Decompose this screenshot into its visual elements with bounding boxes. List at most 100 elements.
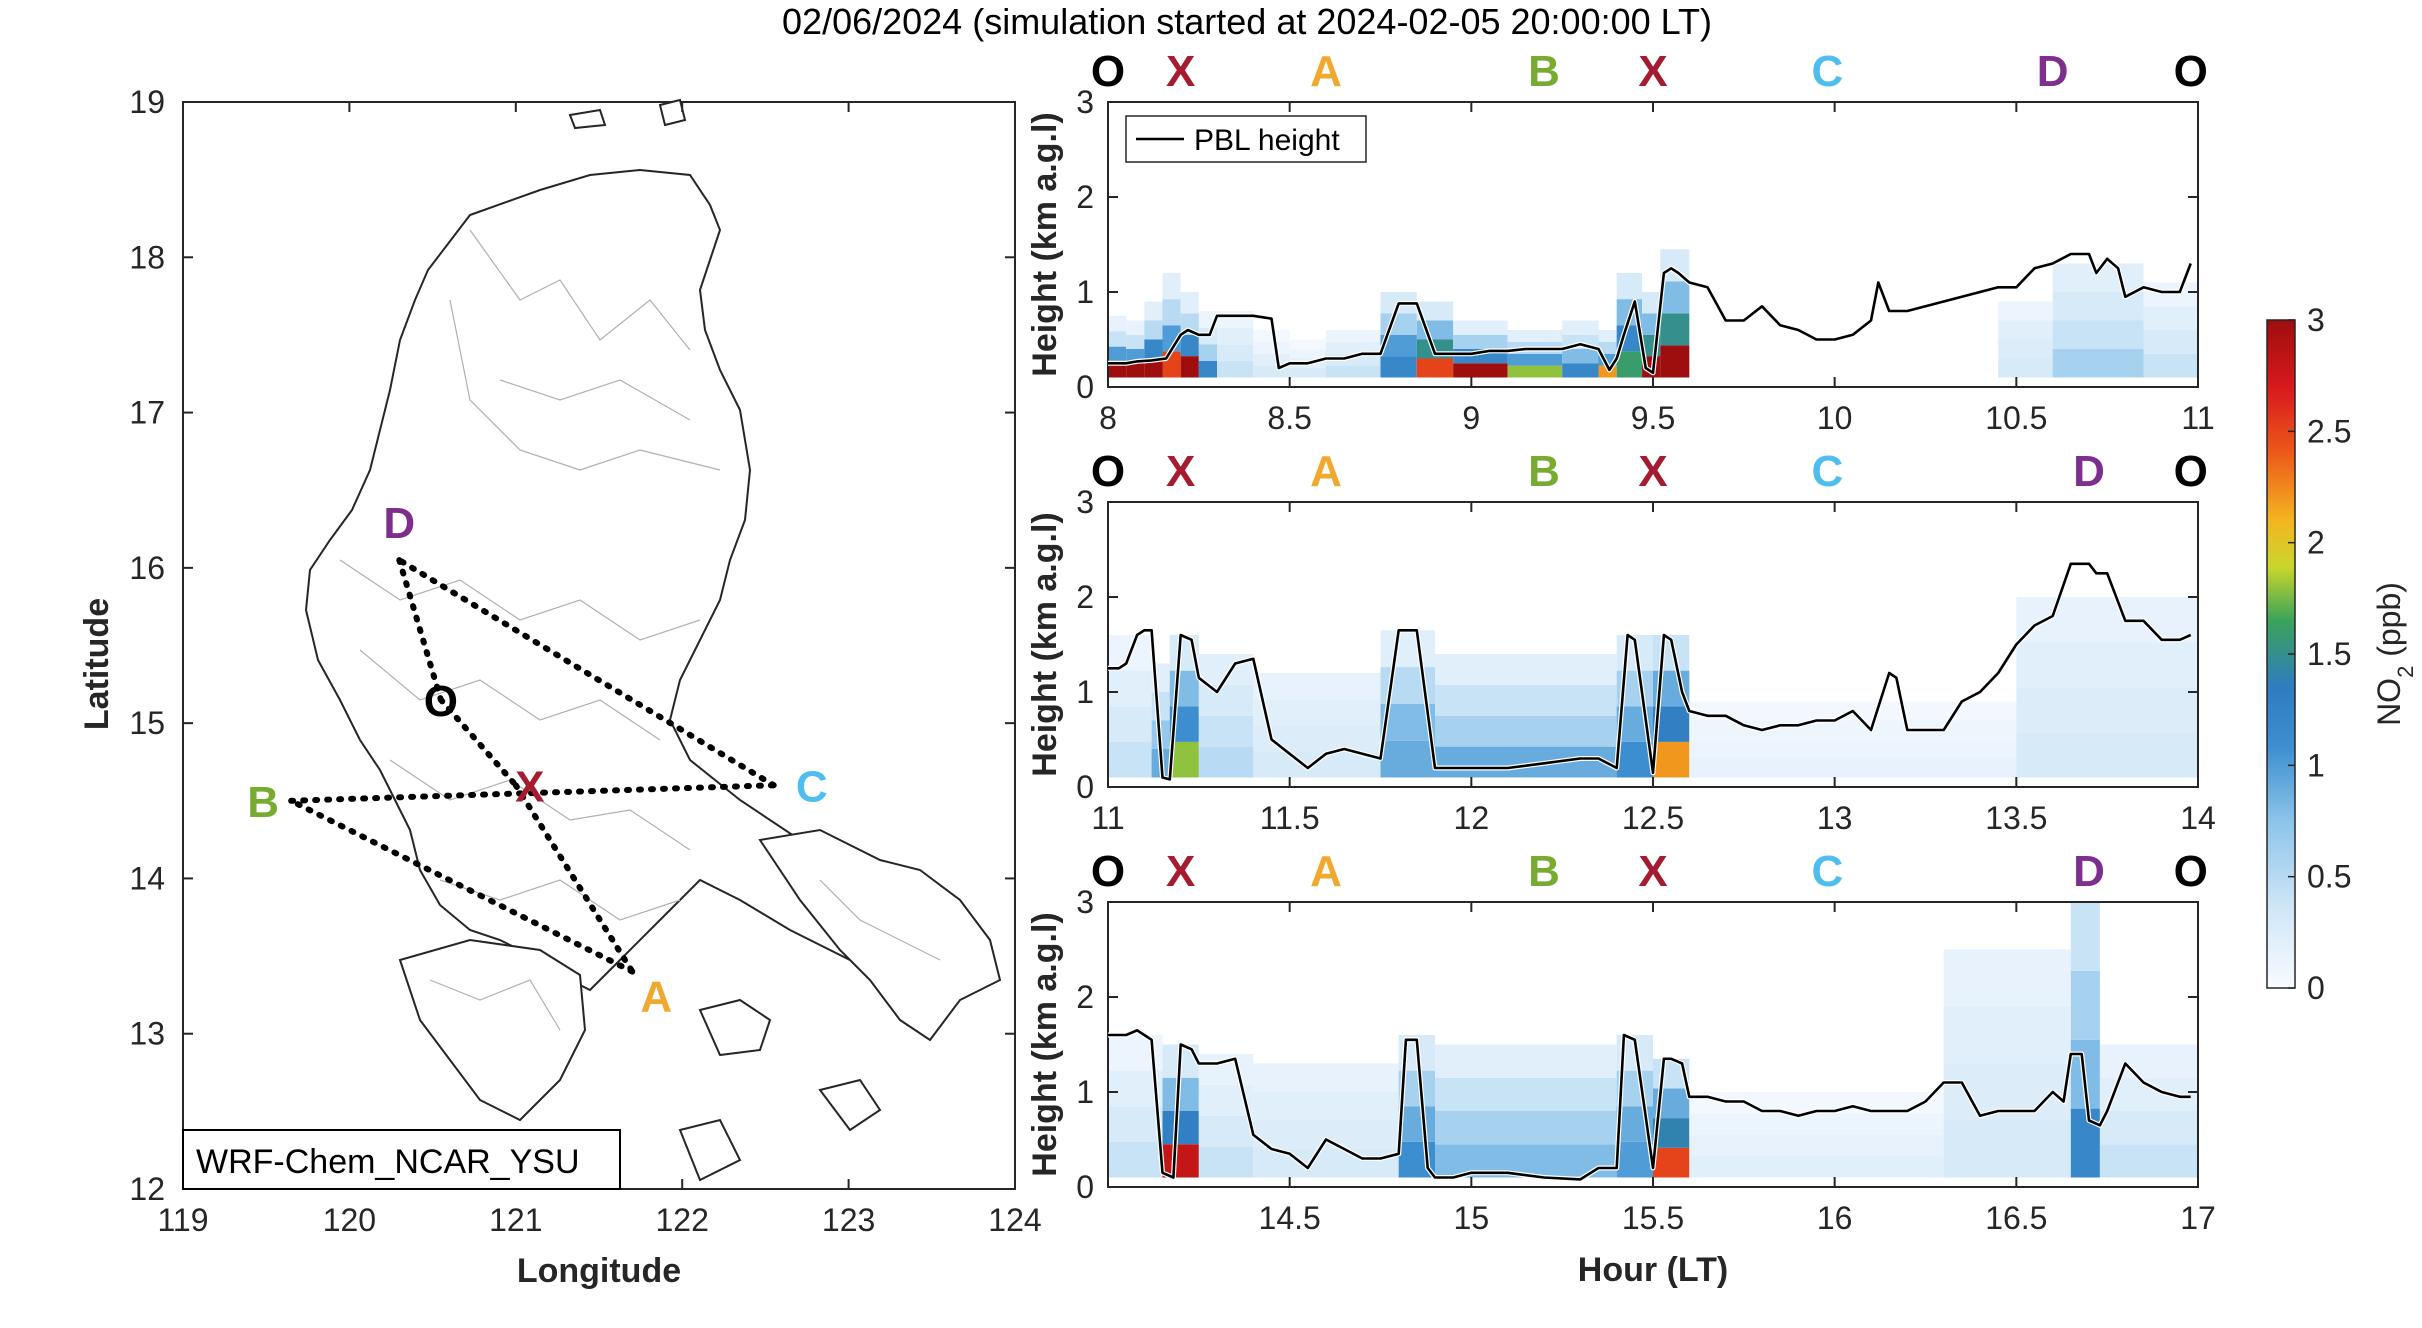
no2-cell — [1507, 330, 1563, 342]
no2-cell — [1162, 1111, 1199, 1145]
colorbar-label-suffix: (ppb) — [2371, 582, 2407, 666]
route-segment-O-X — [437, 696, 519, 789]
no2-cell — [1198, 684, 1254, 716]
panel-y-label: Height (km a.g.l) — [1026, 112, 1064, 376]
no2-cell — [1108, 706, 1152, 742]
no2-cell — [1435, 654, 1617, 685]
legend-label: PBL height — [1194, 124, 1340, 157]
no2-field — [1108, 249, 2198, 378]
no2-colorbar: 00.511.522.53 NO2 (ppb) — [2266, 302, 2418, 1006]
route-letter-a: A — [1310, 847, 1342, 896]
colorbar-tick-label: 2.5 — [2307, 413, 2351, 449]
map-y-tick-label: 13 — [129, 1016, 165, 1052]
route-letter-o: O — [1091, 447, 1125, 496]
no2-cell — [1689, 739, 2017, 759]
no2-cell — [1217, 327, 1254, 345]
colorbar-label-prefix: NO — [2371, 678, 2407, 726]
panel-x-ticks: 14.5 15 15.5 16 16.5 17 — [1259, 902, 2216, 1236]
no2-cell — [1289, 368, 1326, 378]
y-tick-label: 3 — [1076, 84, 1094, 120]
no2-cell — [2070, 1108, 2100, 1178]
y-tick-label: 1 — [1076, 274, 1094, 310]
no2-cell — [1653, 741, 1690, 778]
route-letter-c: C — [1812, 847, 1844, 896]
route-letter-d: D — [2073, 447, 2105, 496]
no2-field — [1108, 597, 2198, 778]
boundary-lines-north — [449, 229, 721, 471]
route-letter-c: C — [1812, 447, 1844, 496]
model-label: WRF-Chem_NCAR_YSU — [196, 1143, 580, 1181]
no2-cell — [1435, 746, 1617, 778]
no2-cell — [1108, 362, 1127, 378]
no2-cell — [2099, 1144, 2198, 1178]
x-tick-label: 10.5 — [1985, 400, 2047, 436]
colorbar-tick-label: 2 — [2307, 525, 2325, 561]
route-segment-C-D — [396, 557, 777, 789]
no2-cell — [1598, 353, 1617, 366]
no2-cell — [1689, 1113, 1944, 1135]
no2-cell — [1453, 320, 1508, 335]
no2-cell — [1108, 315, 1127, 332]
y-tick-label: 0 — [1076, 1169, 1094, 1205]
no2-cell — [1253, 725, 1381, 752]
no2-cell — [1180, 292, 1199, 314]
colorbar-tick-label: 3 — [2307, 302, 2325, 338]
no2-cell — [1108, 670, 1152, 707]
route-letter-x: X — [1638, 447, 1667, 496]
no2-cell — [2052, 320, 2144, 349]
marinduque-island — [698, 998, 772, 1057]
colorbar-label-sub: 2 — [2393, 666, 2418, 678]
map-y-tick-label: 12 — [129, 1171, 165, 1207]
no2-cell — [1435, 715, 1617, 747]
route-points: D O X B C A — [247, 499, 827, 1022]
no2-cell — [1180, 356, 1199, 378]
mindoro-island — [398, 938, 587, 1122]
no2-cell — [1416, 301, 1454, 321]
route-letter-a: A — [1310, 47, 1342, 96]
no2-cell — [1380, 356, 1417, 378]
route-letter-o: O — [1091, 47, 1125, 96]
x-tick-label: 11.5 — [1260, 800, 1320, 836]
no2-cell — [1398, 1106, 1435, 1142]
no2-cell — [1253, 699, 1381, 726]
no2-cell — [1289, 349, 1326, 359]
colorbar-tick-label: 0.5 — [2307, 859, 2351, 895]
pbl-legend: PBL height — [1125, 115, 1367, 163]
map-x-label: Longitude — [517, 1252, 681, 1290]
route-segment-X-A — [512, 782, 636, 975]
no2-cell — [2016, 687, 2198, 733]
no2-cell — [1642, 292, 1661, 314]
no2-cell — [2099, 1111, 2198, 1145]
no2-cell — [1162, 273, 1181, 300]
municipal-boundaries — [339, 229, 941, 1031]
colorbar-tick-label: 0 — [2307, 970, 2325, 1006]
no2-cell — [1144, 358, 1163, 378]
no2-cell — [1144, 301, 1163, 321]
y-tick-label: 0 — [1076, 369, 1094, 405]
panel-y-ticks: 0 1 2 3 — [1076, 84, 2198, 405]
no2-cell — [1689, 1156, 1944, 1178]
no2-cell — [1435, 1111, 1617, 1145]
x-tick-label: 11 — [2181, 400, 2214, 436]
no2-cell — [1507, 365, 1563, 378]
map-y-tick-label: 18 — [129, 239, 165, 275]
no2-cell — [1253, 353, 1290, 366]
no2-cell — [1380, 630, 1435, 668]
no2-cell — [1126, 320, 1145, 335]
x-tick-label: 13.5 — [1985, 800, 2047, 836]
no2-cell — [1998, 301, 2053, 321]
panel-y-label: Height (km a.g.l) — [1026, 512, 1064, 776]
no2-cell — [1598, 330, 1617, 342]
panel-3: 14.5 15 15.5 16 16.5 17 0 1 2 3 Height (km a.g.l) H… — [1026, 847, 2216, 1289]
y-tick-label: 2 — [1076, 179, 1094, 215]
no2-cell — [1326, 365, 1381, 378]
map-y-tick-label: 14 — [129, 860, 165, 896]
no2-cell — [1253, 330, 1290, 342]
no2-cell — [1416, 358, 1454, 378]
no2-cell — [1562, 320, 1599, 335]
route-segment-D-O — [396, 557, 444, 703]
no2-cell — [2070, 970, 2100, 1040]
route-letter-o: O — [1091, 847, 1125, 896]
